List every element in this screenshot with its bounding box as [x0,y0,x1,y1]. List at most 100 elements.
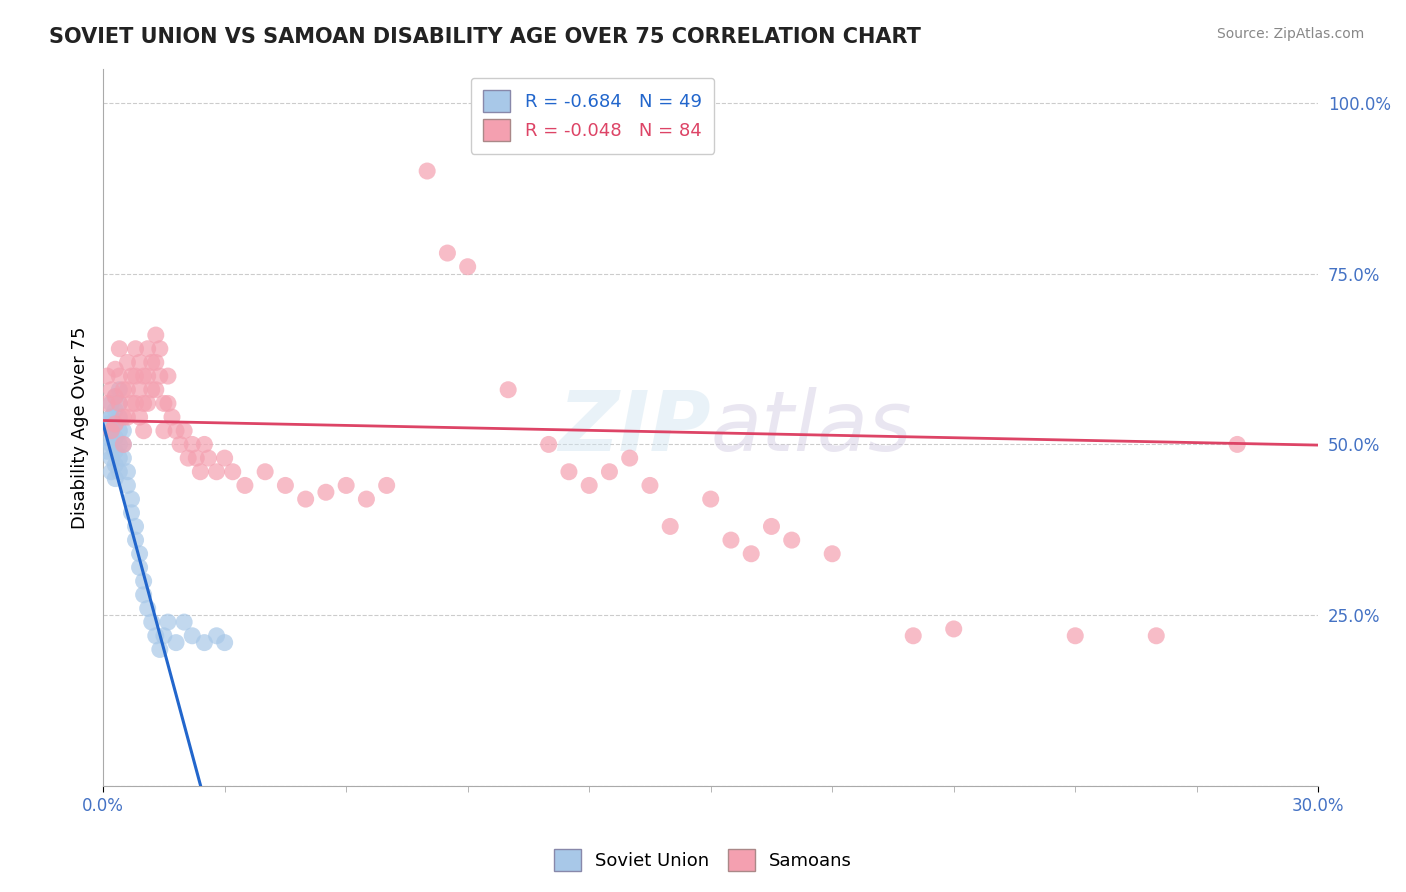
Point [205,465,228,479]
Point [117,410,139,425]
Point [108,465,131,479]
Point [108,437,131,451]
Point [128,560,150,574]
Point [193,437,215,451]
Point [104,417,127,431]
Point [149,642,172,657]
Point [108,396,131,410]
Point [132,396,155,410]
Point [233,478,256,492]
Point [96,444,118,458]
Point [100,465,122,479]
Point [128,410,150,425]
Point [205,629,228,643]
Point [141,355,163,369]
Point [145,328,167,343]
Point [96,369,118,384]
Point [619,451,641,466]
Point [117,465,139,479]
Point [335,478,357,492]
Point [124,369,146,384]
Point [156,615,179,629]
Point [112,437,135,451]
Point [136,369,159,384]
Point [104,417,127,431]
Point [375,478,398,492]
Point [141,383,163,397]
Point [315,485,337,500]
Point [165,635,187,649]
Point [197,451,219,466]
Point [108,410,131,425]
Point [186,451,208,466]
Point [214,635,236,649]
Point [128,355,150,369]
Point [136,342,159,356]
Point [136,396,159,410]
Point [117,383,139,397]
Point [104,403,127,417]
Point [104,431,127,445]
Point [165,424,187,438]
Point [104,458,127,472]
Legend: Soviet Union, Samoans: Soviet Union, Samoans [547,842,859,879]
Point [720,533,742,547]
Point [132,369,155,384]
Point [112,410,135,425]
Point [188,465,211,479]
Point [193,635,215,649]
Point [108,342,131,356]
Point [112,451,135,466]
Point [96,431,118,445]
Point [104,472,127,486]
Point [294,492,316,507]
Point [537,437,560,451]
Point [416,164,439,178]
Point [117,478,139,492]
Point [136,601,159,615]
Point [124,342,146,356]
Point [100,410,122,425]
Point [104,444,127,458]
Point [112,424,135,438]
Point [96,396,118,410]
Point [254,465,277,479]
Point [121,506,143,520]
Text: SOVIET UNION VS SAMOAN DISABILITY AGE OVER 75 CORRELATION CHART: SOVIET UNION VS SAMOAN DISABILITY AGE OV… [49,27,921,46]
Point [160,410,183,425]
Point [903,629,925,643]
Point [780,533,803,547]
Point [117,355,139,369]
Point [496,383,519,397]
Point [121,396,143,410]
Point [124,396,146,410]
Point [173,615,195,629]
Point [638,478,661,492]
Point [214,451,236,466]
Text: Source: ZipAtlas.com: Source: ZipAtlas.com [1216,27,1364,41]
Point [153,424,176,438]
Point [1226,437,1249,451]
Point [132,588,155,602]
Point [100,424,122,438]
Point [104,390,127,404]
Point [153,629,176,643]
Point [100,451,122,466]
Point [177,451,200,466]
Point [108,424,131,438]
Point [128,383,150,397]
Point [740,547,762,561]
Point [149,342,172,356]
Point [112,437,135,451]
Point [121,369,143,384]
Point [121,492,143,507]
Text: ZIP: ZIP [558,387,710,467]
Point [100,383,122,397]
Point [821,547,844,561]
Point [128,547,150,561]
Point [942,622,965,636]
Point [558,465,581,479]
Point [173,424,195,438]
Point [100,396,122,410]
Point [436,246,458,260]
